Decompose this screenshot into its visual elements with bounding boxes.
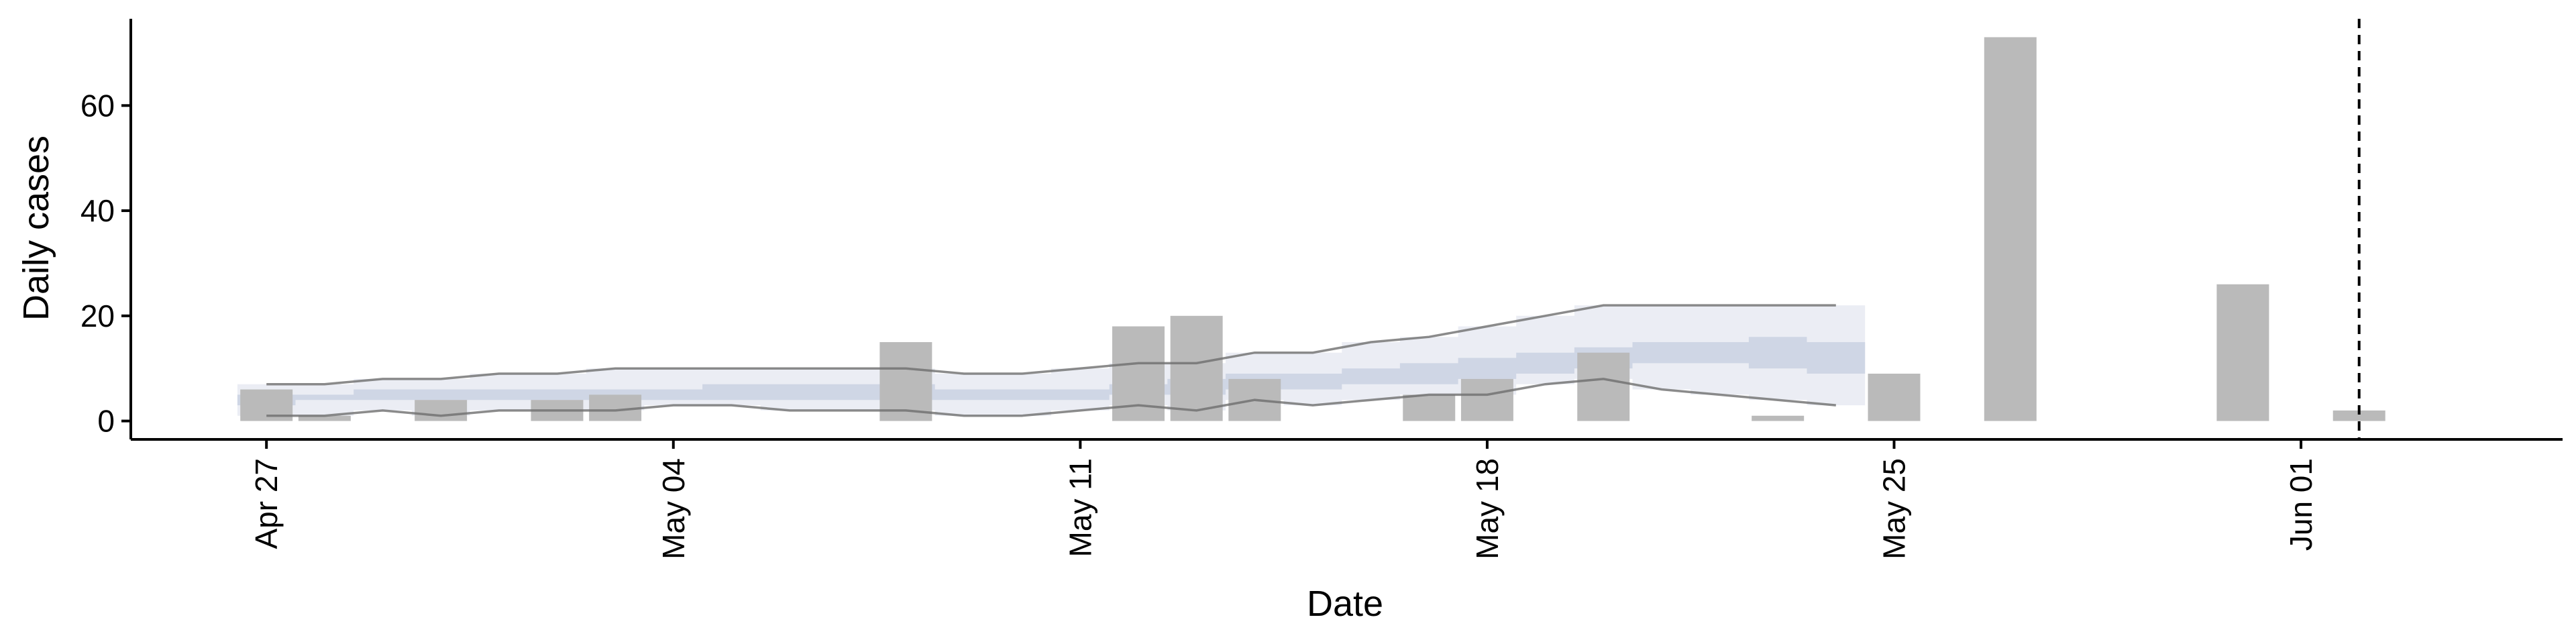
y-tick-label: 60 — [80, 88, 115, 123]
outer-interval-band — [237, 305, 1866, 416]
bar — [1984, 37, 2037, 421]
upper-bound-line — [266, 304, 1836, 386]
bar — [1868, 374, 1921, 421]
x-tick-label: Apr 27 — [249, 458, 284, 549]
x-axis-title: Date — [1307, 584, 1383, 624]
bar — [2216, 284, 2269, 421]
bar — [415, 400, 468, 421]
y-tick-label: 20 — [80, 299, 115, 333]
y-axis-title: Daily cases — [16, 136, 56, 321]
x-tick-label: May 18 — [1470, 458, 1505, 559]
bar — [2332, 410, 2385, 421]
x-tick-label: Jun 01 — [2284, 458, 2318, 551]
x-tick-label: May 25 — [1876, 458, 1911, 559]
bar — [1460, 378, 1513, 421]
plot-area — [237, 19, 2385, 439]
x-tick-label: May 04 — [656, 458, 691, 559]
inner-interval-band — [237, 337, 1866, 406]
axes — [129, 19, 2563, 441]
bar — [1170, 315, 1223, 421]
bar — [1403, 394, 1456, 421]
bar — [879, 342, 932, 421]
lower-bound-line — [266, 378, 1836, 417]
bar — [1752, 415, 1805, 421]
bar — [1577, 352, 1630, 421]
x-tick-label: May 11 — [1063, 458, 1097, 557]
y-tick-label: 0 — [97, 404, 115, 439]
y-tick-label: 40 — [80, 193, 115, 228]
ticks: 0 20 40 60 Apr 27 May 04 May 11 May 18 May 25 Jun… — [80, 88, 2318, 559]
bar — [298, 415, 351, 421]
